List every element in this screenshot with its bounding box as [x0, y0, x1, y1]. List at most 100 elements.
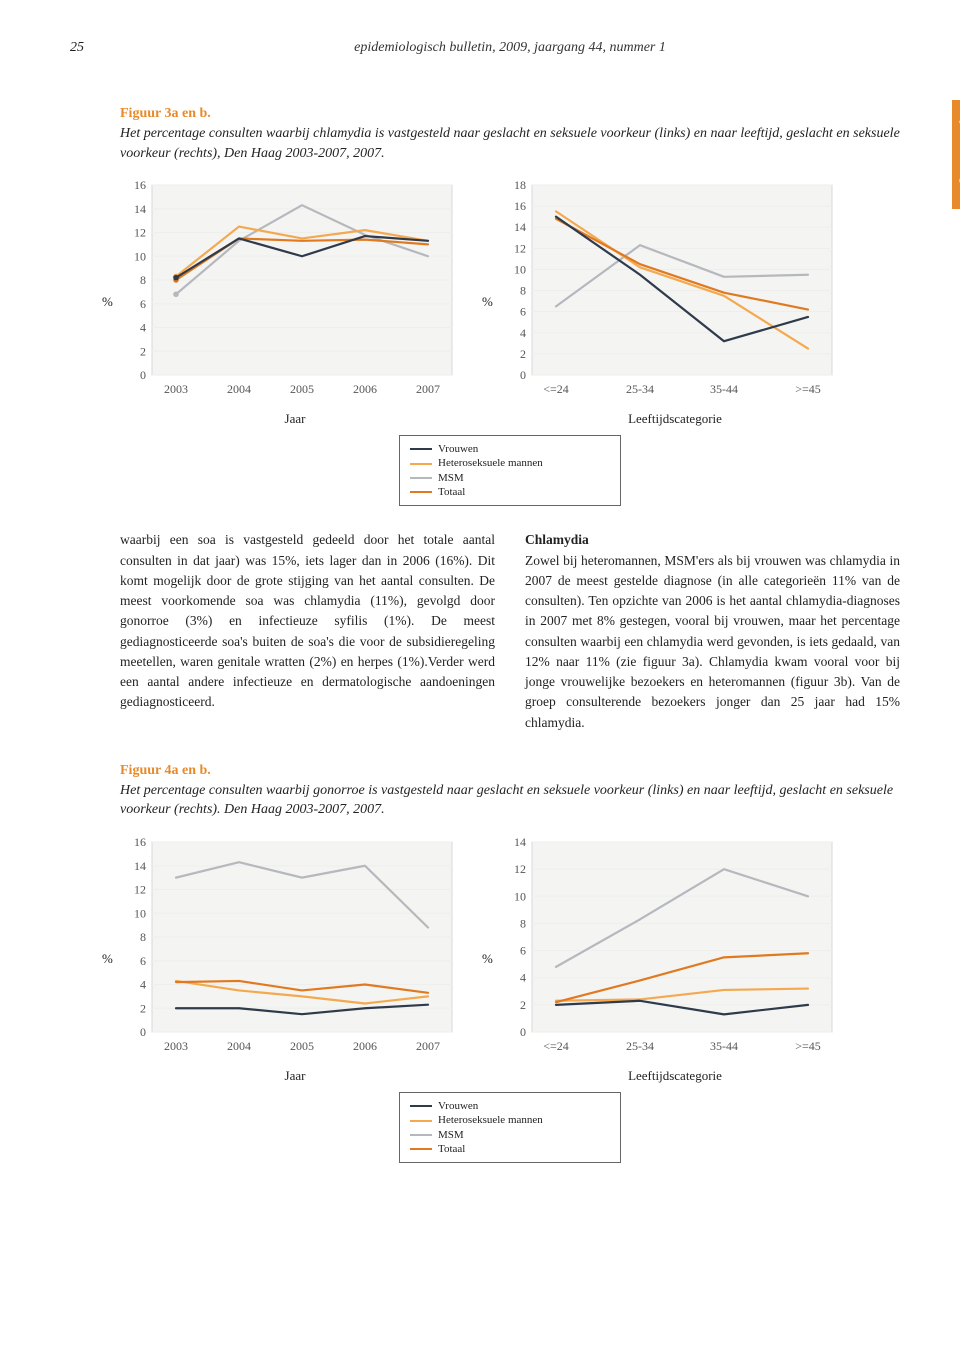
figure3-left-chart: % 024681012141620032004200520062007 Jaar — [120, 177, 470, 427]
svg-text:12: 12 — [514, 242, 526, 256]
svg-text:35-44: 35-44 — [710, 1039, 738, 1053]
x-axis-label: Jaar — [120, 411, 470, 427]
legend-label: MSM — [438, 471, 464, 485]
svg-text:25-34: 25-34 — [626, 382, 654, 396]
svg-text:16: 16 — [134, 835, 146, 849]
svg-text:2: 2 — [140, 344, 146, 358]
svg-text:6: 6 — [140, 954, 146, 968]
svg-text:10: 10 — [134, 906, 146, 920]
legend: VrouwenHeteroseksuele mannenMSMTotaal — [399, 435, 621, 506]
y-axis-label: % — [102, 294, 113, 310]
figure4-left-chart: % 024681012141620032004200520062007 Jaar — [120, 834, 470, 1084]
figure3-title: Figuur 3a en b. — [120, 106, 900, 122]
svg-text:2: 2 — [520, 347, 526, 361]
svg-text:14: 14 — [134, 202, 146, 216]
y-axis-label: % — [482, 951, 493, 967]
body-right-text: Zowel bij heteromannen, MSM'ers als bij … — [525, 553, 900, 730]
legend-item-vrouwen: Vrouwen — [410, 442, 610, 456]
section-tab: epidemiologie — [952, 100, 960, 209]
svg-text:<=24: <=24 — [543, 382, 569, 396]
legend-item-hetero: Heteroseksuele mannen — [410, 456, 610, 470]
legend-swatch — [410, 491, 432, 493]
svg-text:18: 18 — [514, 178, 526, 192]
legend-label: Vrouwen — [438, 442, 478, 456]
svg-text:2: 2 — [520, 998, 526, 1012]
chart-svg: 024681012141620032004200520062007 — [120, 834, 470, 1064]
legend-item-msm: MSM — [410, 471, 610, 485]
journal-header: epidemiologisch bulletin, 2009, jaargang… — [120, 40, 900, 56]
svg-text:8: 8 — [140, 273, 146, 287]
svg-text:<=24: <=24 — [543, 1039, 569, 1053]
legend-swatch — [410, 1120, 432, 1122]
svg-text:2004: 2004 — [227, 1039, 251, 1053]
svg-text:>=45: >=45 — [795, 1039, 821, 1053]
svg-text:8: 8 — [520, 916, 526, 930]
body-right-heading: Chlamydia — [525, 532, 589, 547]
legend: VrouwenHeteroseksuele mannenMSMTotaal — [399, 1092, 621, 1163]
svg-text:2007: 2007 — [416, 382, 440, 396]
svg-text:0: 0 — [520, 1025, 526, 1039]
svg-text:6: 6 — [520, 305, 526, 319]
figure4-charts: % 0 2 4 6 8 10 12 14 16 2003 2004 2005 2006 2007 Jaar… — [120, 834, 900, 1084]
svg-text:2004: 2004 — [227, 382, 251, 396]
x-axis-label: Leeftijdscategorie — [500, 1068, 850, 1084]
figure3-charts: % 0 2 4 6 8 10 12 14 16 2003 2004 2005 2006 2007 Jaar… — [120, 177, 900, 427]
svg-text:16: 16 — [514, 199, 526, 213]
legend-item-totaal: Totaal — [410, 1142, 610, 1156]
figure4-right-chart: % 02468101214<=2425-3435-44>=45 Leeftijd… — [500, 834, 850, 1084]
figure4-caption: Het percentage consulten waarbij gonorro… — [120, 781, 900, 820]
chart-svg: 02468101214<=2425-3435-44>=45 — [500, 834, 850, 1064]
svg-text:0: 0 — [140, 368, 146, 382]
legend-item-msm: MSM — [410, 1128, 610, 1142]
svg-text:2006: 2006 — [353, 382, 377, 396]
x-axis-label: Jaar — [120, 1068, 470, 1084]
body-text-columns: waarbij een soa is vastgesteld gedeeld d… — [120, 530, 900, 733]
svg-text:0: 0 — [520, 368, 526, 382]
y-axis-label: % — [482, 294, 493, 310]
legend-swatch — [410, 1105, 432, 1107]
legend-label: MSM — [438, 1128, 464, 1142]
svg-text:14: 14 — [134, 859, 146, 873]
svg-text:2: 2 — [140, 1001, 146, 1015]
legend-label: Totaal — [438, 485, 465, 499]
legend-item-totaal: Totaal — [410, 485, 610, 499]
svg-text:2006: 2006 — [353, 1039, 377, 1053]
body-col-left: waarbij een soa is vastgesteld gedeeld d… — [120, 530, 495, 733]
svg-text:2005: 2005 — [290, 382, 314, 396]
svg-text:14: 14 — [514, 220, 526, 234]
legend-label: Totaal — [438, 1142, 465, 1156]
svg-text:4: 4 — [520, 326, 526, 340]
svg-text:4: 4 — [140, 321, 146, 335]
legend-swatch — [410, 463, 432, 465]
svg-text:2005: 2005 — [290, 1039, 314, 1053]
svg-text:6: 6 — [520, 944, 526, 958]
svg-text:12: 12 — [134, 226, 146, 240]
svg-text:8: 8 — [140, 930, 146, 944]
legend-swatch — [410, 448, 432, 450]
chart-svg: 0 2 4 6 8 10 12 14 16 2003 2004 2005 2006 2007 — [120, 177, 470, 407]
svg-text:2003: 2003 — [164, 382, 188, 396]
x-axis-label: Leeftijdscategorie — [500, 411, 850, 427]
legend-swatch — [410, 477, 432, 479]
svg-text:10: 10 — [514, 889, 526, 903]
figure3-right-chart: % 024681012141618<=2425-3435-44>=45 Leef… — [500, 177, 850, 427]
svg-text:0: 0 — [140, 1025, 146, 1039]
svg-text:25-34: 25-34 — [626, 1039, 654, 1053]
svg-text:16: 16 — [134, 178, 146, 192]
figure4-title: Figuur 4a en b. — [120, 763, 900, 779]
legend-item-hetero: Heteroseksuele mannen — [410, 1113, 610, 1127]
svg-text:12: 12 — [134, 883, 146, 897]
svg-text:4: 4 — [520, 971, 526, 985]
svg-text:6: 6 — [140, 297, 146, 311]
svg-text:2007: 2007 — [416, 1039, 440, 1053]
svg-text:8: 8 — [520, 284, 526, 298]
legend-label: Heteroseksuele mannen — [438, 456, 543, 470]
svg-text:10: 10 — [134, 249, 146, 263]
figure3-caption: Het percentage consulten waarbij chlamyd… — [120, 124, 900, 163]
svg-text:10: 10 — [514, 263, 526, 277]
legend-item-vrouwen: Vrouwen — [410, 1099, 610, 1113]
svg-text:12: 12 — [514, 862, 526, 876]
body-col-right: Chlamydia Zowel bij heteromannen, MSM'er… — [525, 530, 900, 733]
chart-svg: 024681012141618<=2425-3435-44>=45 — [500, 177, 850, 407]
svg-text:2003: 2003 — [164, 1039, 188, 1053]
